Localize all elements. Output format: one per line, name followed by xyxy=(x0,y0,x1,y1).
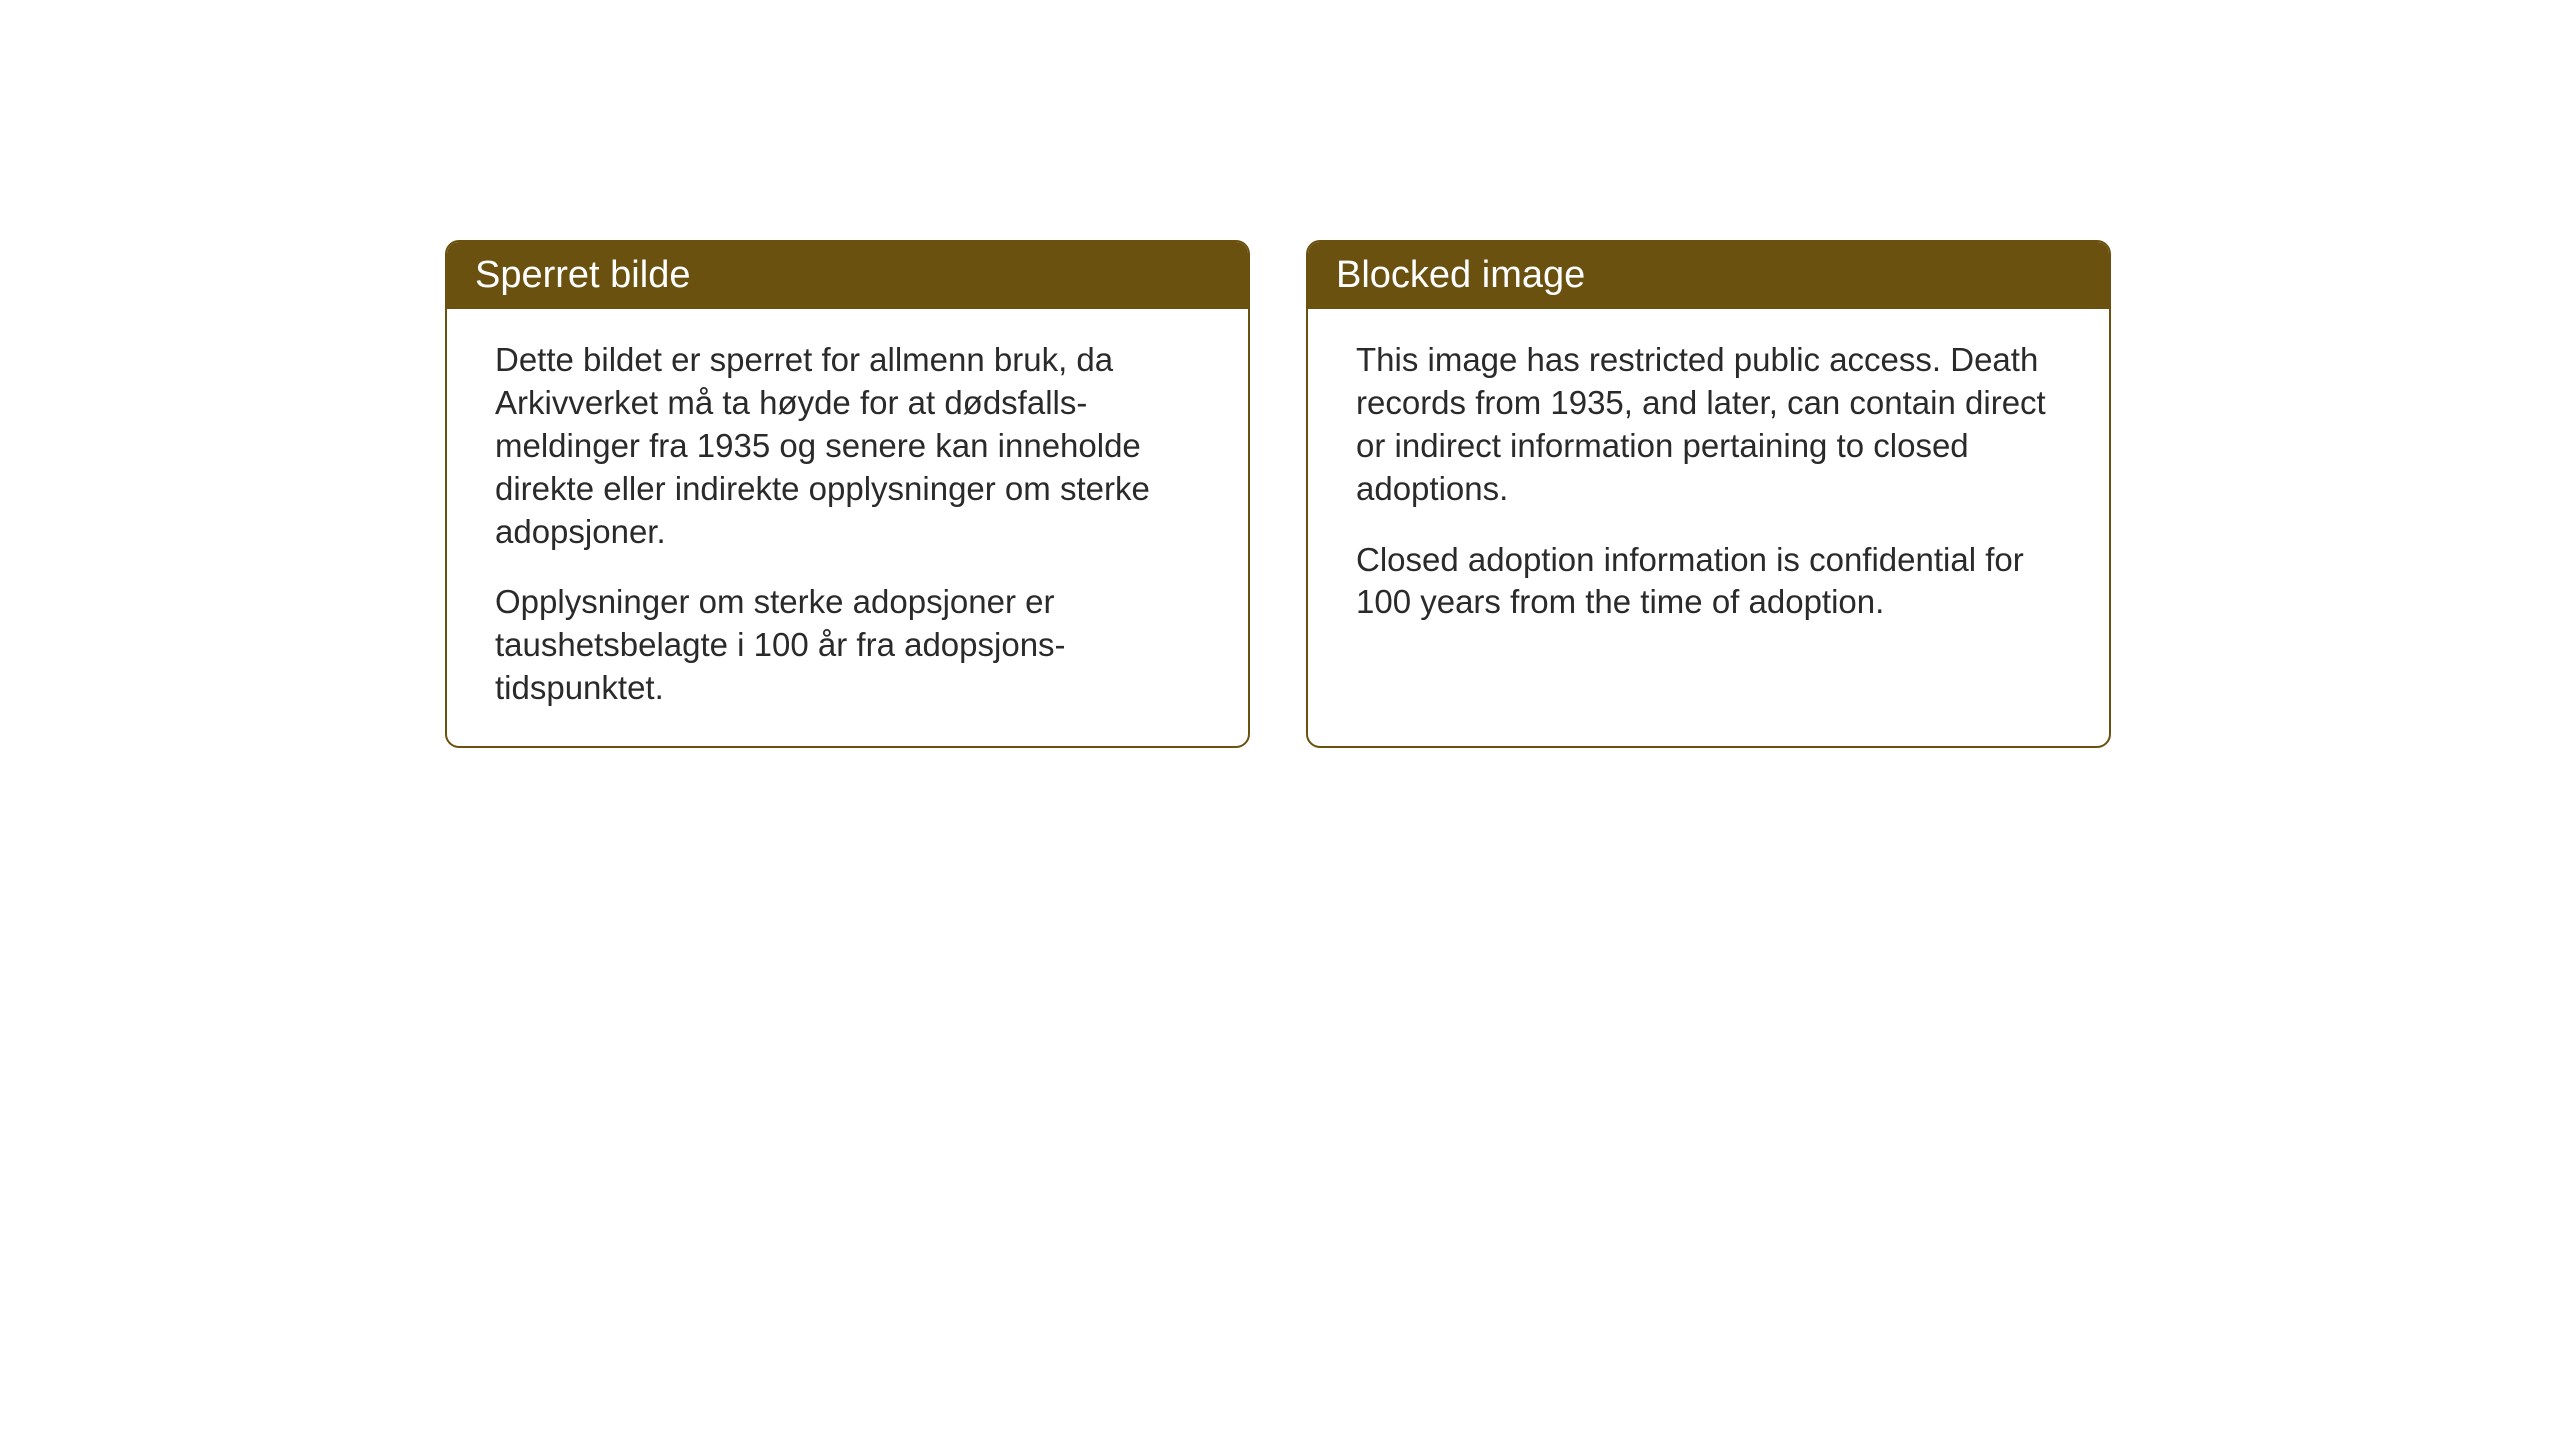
english-card-body: This image has restricted public access.… xyxy=(1308,309,2109,660)
norwegian-card-title: Sperret bilde xyxy=(447,242,1248,309)
norwegian-notice-card: Sperret bilde Dette bildet er sperret fo… xyxy=(445,240,1250,748)
english-paragraph-1: This image has restricted public access.… xyxy=(1356,339,2061,511)
english-card-title: Blocked image xyxy=(1308,242,2109,309)
english-notice-card: Blocked image This image has restricted … xyxy=(1306,240,2111,748)
norwegian-paragraph-1: Dette bildet er sperret for allmenn bruk… xyxy=(495,339,1200,553)
english-paragraph-2: Closed adoption information is confident… xyxy=(1356,539,2061,625)
norwegian-paragraph-2: Opplysninger om sterke adopsjoner er tau… xyxy=(495,581,1200,710)
notice-container: Sperret bilde Dette bildet er sperret fo… xyxy=(445,240,2111,748)
norwegian-card-body: Dette bildet er sperret for allmenn bruk… xyxy=(447,309,1248,746)
